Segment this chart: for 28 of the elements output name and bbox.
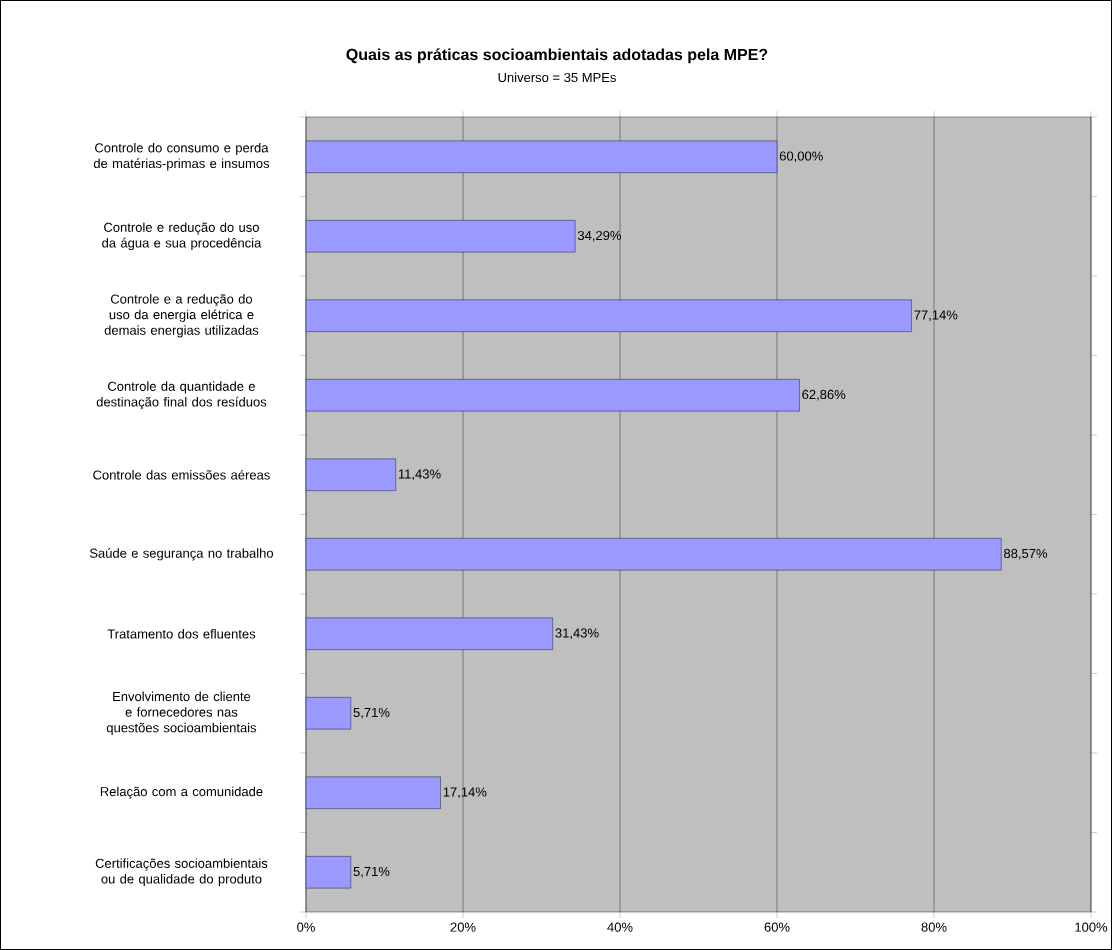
x-tick-label: 60% bbox=[764, 922, 790, 932]
data-label: 77,14% bbox=[914, 310, 958, 322]
y-tick-label: Controle da quantidade e destinação final dos resíduos bbox=[96, 381, 267, 410]
y-tick-label: Saúde e segurança no trabalho bbox=[89, 548, 274, 561]
y-tick-label: Controle das emissões aéreas bbox=[93, 469, 270, 480]
data-label: 88,57% bbox=[1004, 548, 1048, 560]
data-label: 11,43% bbox=[398, 469, 441, 481]
data-label: 5,71% bbox=[353, 866, 390, 878]
x-tick-label: 100% bbox=[1075, 922, 1108, 932]
x-tick-label: 80% bbox=[921, 922, 947, 932]
y-tick-label: Tratamento dos efluentes bbox=[107, 628, 256, 639]
x-tick-label: 20% bbox=[450, 922, 476, 932]
data-label: 34,29% bbox=[577, 230, 622, 242]
y-tick-label: Controle e a redução do uso da energia elétrica e demais energias utilizadas bbox=[104, 294, 259, 338]
x-tick-label: 0% bbox=[297, 922, 315, 932]
data-label: 31,43% bbox=[555, 628, 599, 640]
y-tick-label: Relação com a comunidade bbox=[100, 786, 263, 799]
chart-title: Quais as práticas socioambientais adotadas pela MPE? bbox=[346, 48, 768, 64]
y-tick-label: Controle do consumo e perda de matérias-primas e insumos bbox=[93, 142, 270, 171]
x-tick-label: 40% bbox=[607, 922, 633, 932]
data-label: 60,00% bbox=[779, 151, 823, 163]
y-tick-label: Controle e redução do uso da água e sua procedência bbox=[102, 222, 262, 251]
chart-subtitle: Universo = 35 MPEs bbox=[498, 72, 616, 83]
y-tick-label: Envolvimento de cliente e fornecedores nas questões socioambientais bbox=[106, 691, 257, 735]
data-label: 17,14% bbox=[443, 787, 487, 799]
data-label: 5,71% bbox=[353, 707, 390, 719]
y-tick-label: Certificações socioambientais ou de qualidade do produto bbox=[95, 858, 268, 887]
data-label: 62,86% bbox=[802, 389, 846, 401]
